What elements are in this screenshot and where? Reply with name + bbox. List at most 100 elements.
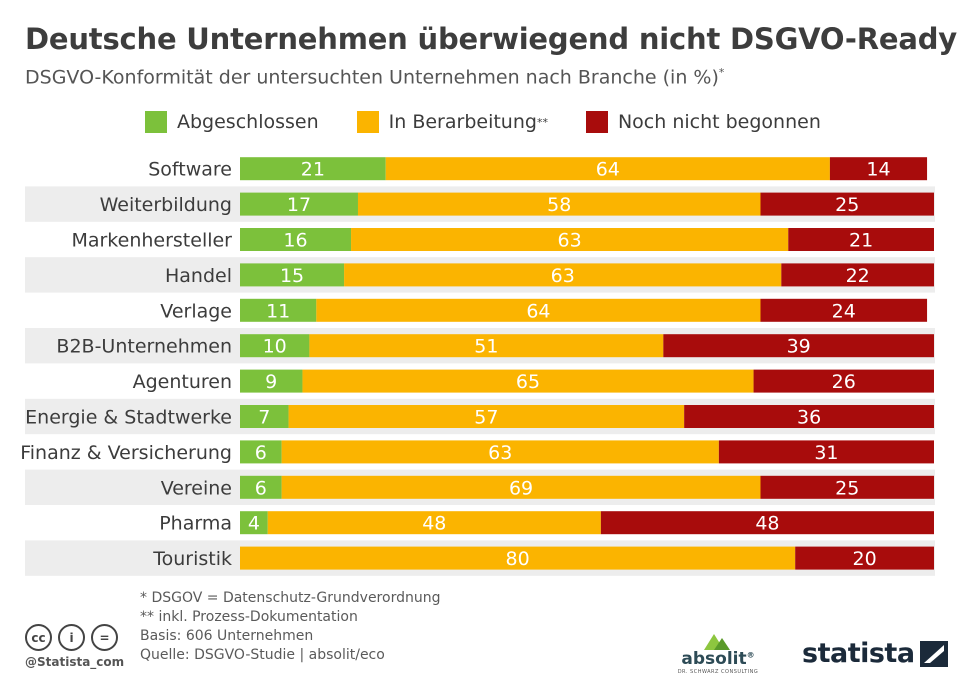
value-label-bearbeitung-pharma: 48 bbox=[422, 513, 446, 535]
bar-nicht-begonnen-finanz-und-versicherung bbox=[718, 440, 934, 464]
bar-bearbeitung-energie-und-stadtwerke bbox=[288, 405, 685, 428]
value-label-abgeschlossen-finanz-und-versicherung: 6 bbox=[255, 442, 267, 464]
statista-mark-icon bbox=[919, 640, 948, 667]
bar-bearbeitung-agenturen bbox=[302, 369, 754, 393]
bar-bearbeitung-markenhersteller bbox=[351, 228, 789, 251]
value-label-bearbeitung-agenturen: 65 bbox=[516, 371, 540, 393]
category-label-handel: Handel bbox=[165, 265, 232, 287]
bar-abgeschlossen-software bbox=[240, 157, 386, 181]
value-label-bearbeitung-energie-und-stadtwerke: 57 bbox=[474, 407, 498, 429]
category-label-vereine: Vereine bbox=[161, 477, 232, 499]
legend-swatch-bearbeitung bbox=[356, 111, 379, 133]
legend-label-nicht-begonnen: Noch nicht begonnen bbox=[617, 111, 821, 133]
source-note: Quelle: DSGVO-Studie | absolit/eco bbox=[140, 647, 385, 663]
value-label-bearbeitung-finanz-und-versicherung: 63 bbox=[488, 442, 512, 464]
bar-bearbeitung-touristik bbox=[240, 546, 796, 570]
legend: Abgeschlossen In Berarbeitung ** Noch nic… bbox=[145, 108, 859, 136]
category-label-agenturen: Agenturen bbox=[133, 371, 232, 393]
bar-abgeschlossen-pharma bbox=[240, 511, 268, 535]
bar-nicht-begonnen-agenturen bbox=[753, 369, 934, 393]
chart-title: Deutsche Unternehmen überwiegend nicht D… bbox=[25, 22, 957, 56]
bar-abgeschlossen-weiterbildung bbox=[240, 192, 358, 216]
bar-abgeschlossen-energie-und-stadtwerke bbox=[240, 405, 289, 428]
value-label-abgeschlossen-verlage: 11 bbox=[266, 300, 290, 322]
value-label-bearbeitung-weiterbildung: 58 bbox=[547, 194, 571, 216]
absolit-tagline: DR. SCHWARZ CONSULTING bbox=[677, 669, 759, 675]
category-label-b2b-unternehmen: B2B-Unternehmen bbox=[56, 336, 232, 358]
bar-nicht-begonnen-markenhersteller bbox=[788, 228, 934, 251]
value-label-nicht-begonnen-verlage: 24 bbox=[832, 300, 856, 322]
category-label-verlage: Verlage bbox=[160, 300, 232, 322]
value-label-nicht-begonnen-software: 14 bbox=[866, 159, 890, 181]
footnote-basis: Basis: 606 Unternehmen bbox=[140, 628, 314, 644]
value-label-abgeschlossen-energie-und-stadtwerke: 7 bbox=[258, 407, 270, 429]
footnotes: * DSGOV = Datenschutz-Grundverordnung **… bbox=[140, 589, 440, 665]
bar-nicht-begonnen-verlage bbox=[760, 298, 928, 322]
value-label-bearbeitung-handel: 63 bbox=[551, 265, 575, 287]
value-label-abgeschlossen-markenhersteller: 16 bbox=[283, 230, 307, 252]
bar-nicht-begonnen-b2b-unternehmen bbox=[663, 334, 934, 358]
value-label-nicht-begonnen-markenhersteller: 21 bbox=[849, 230, 873, 252]
absolit-registered-mark: ® bbox=[746, 650, 755, 660]
value-label-nicht-begonnen-agenturen: 26 bbox=[832, 371, 856, 393]
statista-logo[interactable]: statista bbox=[802, 638, 948, 669]
bar-abgeschlossen-finanz-und-versicherung bbox=[240, 440, 282, 464]
legend-item-bearbeitung: In Berarbeitung ** bbox=[356, 111, 548, 133]
value-label-abgeschlossen-vereine: 6 bbox=[255, 477, 267, 499]
bar-nicht-begonnen-handel bbox=[781, 263, 934, 287]
bar-abgeschlossen-verlage bbox=[240, 298, 317, 322]
bar-abgeschlossen-agenturen bbox=[240, 369, 303, 393]
value-label-abgeschlossen-agenturen: 9 bbox=[265, 371, 277, 393]
statista-handle[interactable]: @Statista_com bbox=[25, 655, 125, 669]
category-label-finanz-und-versicherung: Finanz & Versicherung bbox=[20, 442, 232, 464]
value-label-abgeschlossen-b2b-unternehmen: 10 bbox=[263, 336, 287, 358]
legend-item-abgeschlossen: Abgeschlossen bbox=[145, 111, 319, 133]
value-label-nicht-begonnen-pharma: 48 bbox=[755, 513, 779, 535]
legend-swatch-abgeschlossen bbox=[145, 111, 167, 133]
value-label-bearbeitung-vereine: 69 bbox=[509, 477, 533, 499]
category-label-pharma: Pharma bbox=[159, 513, 232, 535]
value-label-nicht-begonnen-vereine: 25 bbox=[835, 477, 859, 499]
value-label-abgeschlossen-weiterbildung: 17 bbox=[287, 194, 311, 216]
bar-nicht-begonnen-software bbox=[829, 157, 928, 181]
bar-nicht-begonnen-energie-und-stadtwerke bbox=[684, 405, 934, 428]
value-label-bearbeitung-verlage: 64 bbox=[526, 300, 550, 322]
value-label-nicht-begonnen-touristik: 20 bbox=[853, 548, 877, 570]
value-label-nicht-begonnen-finanz-und-versicherung: 31 bbox=[814, 442, 838, 464]
bar-abgeschlossen-vereine bbox=[240, 475, 282, 499]
by-icon[interactable]: i bbox=[58, 624, 85, 651]
statista-wordmark: statista bbox=[802, 638, 915, 669]
footnote-dsgvo: * DSGOV = Datenschutz-Grundverordnung bbox=[140, 590, 441, 606]
bar-bearbeitung-vereine bbox=[281, 475, 761, 499]
legend-label-bearbeitung: In Berarbeitung bbox=[388, 111, 537, 133]
category-label-markenhersteller: Markenhersteller bbox=[71, 230, 232, 252]
bar-bearbeitung-pharma bbox=[267, 511, 601, 535]
bar-bearbeitung-weiterbildung bbox=[357, 192, 761, 216]
license-icons: cc i = bbox=[25, 624, 124, 651]
cc-icon[interactable]: cc bbox=[25, 624, 52, 651]
footnote-prozess: ** inkl. Prozess-Dokumentation bbox=[140, 609, 358, 625]
bar-abgeschlossen-b2b-unternehmen bbox=[240, 334, 310, 358]
value-label-abgeschlossen-handel: 15 bbox=[280, 265, 304, 287]
value-label-nicht-begonnen-weiterbildung: 25 bbox=[835, 194, 859, 216]
value-label-bearbeitung-b2b-unternehmen: 51 bbox=[474, 336, 498, 358]
nd-icon[interactable]: = bbox=[91, 624, 118, 651]
bar-bearbeitung-verlage bbox=[316, 298, 761, 322]
bar-nicht-begonnen-weiterbildung bbox=[760, 192, 934, 216]
value-label-nicht-begonnen-b2b-unternehmen: 39 bbox=[787, 336, 811, 358]
subtitle-footnote-mark: * bbox=[718, 66, 725, 79]
absolit-logo[interactable]: absolit® DR. SCHWARZ CONSULTING bbox=[668, 632, 768, 676]
legend-swatch-nicht-begonnen bbox=[585, 111, 608, 133]
bar-abgeschlossen-markenhersteller bbox=[240, 228, 352, 251]
value-label-bearbeitung-markenhersteller: 63 bbox=[558, 230, 582, 252]
bar-nicht-begonnen-touristik bbox=[795, 546, 934, 570]
value-label-nicht-begonnen-energie-und-stadtwerke: 36 bbox=[797, 407, 821, 429]
bar-nicht-begonnen-pharma bbox=[600, 511, 934, 535]
value-label-nicht-begonnen-handel: 22 bbox=[846, 265, 870, 287]
value-label-bearbeitung-touristik: 80 bbox=[506, 548, 530, 570]
legend-label-abgeschlossen: Abgeschlossen bbox=[177, 111, 319, 133]
bar-abgeschlossen-handel bbox=[240, 263, 345, 287]
value-label-abgeschlossen-pharma: 4 bbox=[248, 513, 260, 535]
bar-nicht-begonnen-vereine bbox=[760, 475, 934, 499]
category-label-weiterbildung: Weiterbildung bbox=[100, 194, 232, 216]
